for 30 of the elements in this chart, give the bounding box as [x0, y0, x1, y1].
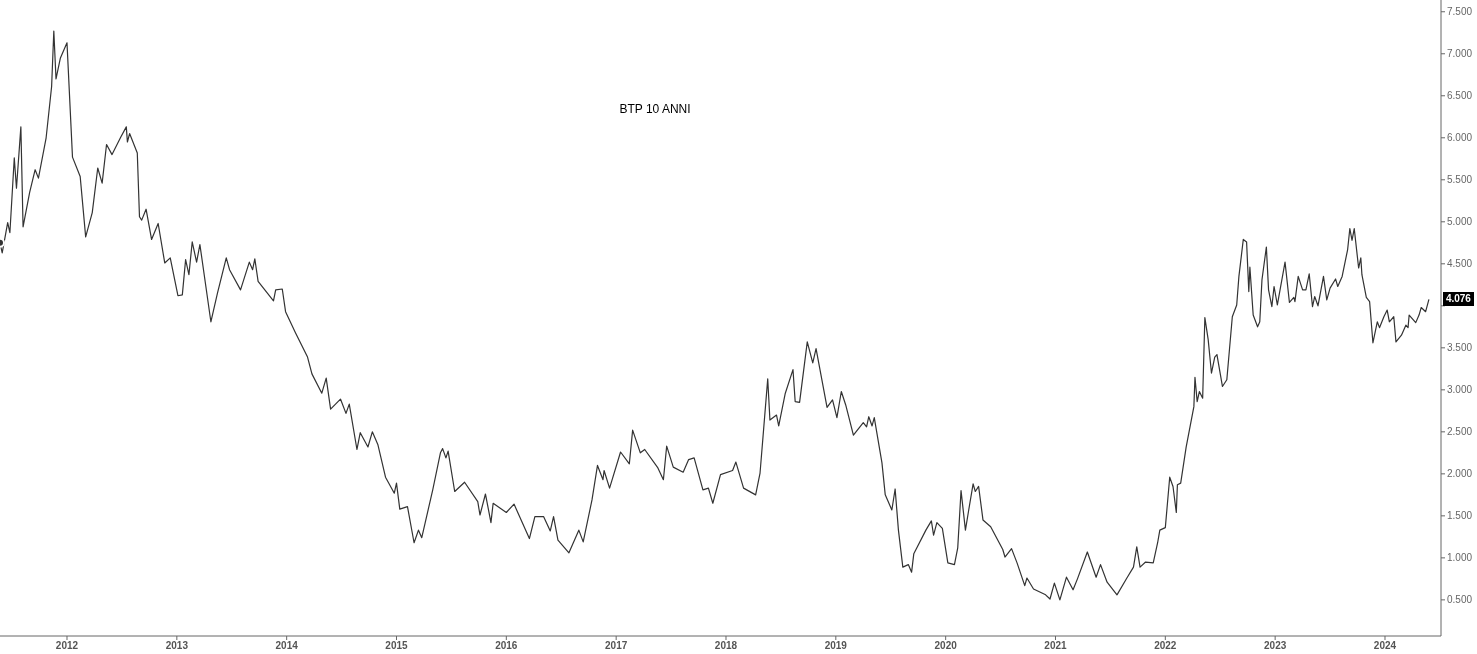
y-tick-label: 5.500	[1447, 174, 1473, 186]
y-tick-label: 7.500	[1447, 6, 1473, 18]
y-tick-label: 1.000	[1447, 552, 1473, 564]
y-tick-label: 2.000	[1447, 468, 1473, 480]
x-tick-label: 2024	[1373, 640, 1397, 652]
x-tick-label: 2012	[55, 640, 79, 652]
x-tick-label: 2013	[165, 640, 189, 652]
y-tick-label: 3.000	[1447, 384, 1473, 396]
y-tick-label: 1.500	[1447, 510, 1473, 522]
y-tick-label: 4.500	[1447, 258, 1473, 270]
line-series	[0, 30, 1430, 601]
text: BTP 10 ANNI	[618, 102, 692, 116]
x-tick-label: 2017	[605, 640, 628, 652]
y-tick-label: 0.500	[1447, 594, 1473, 606]
x-tick-label: 2021	[1044, 640, 1068, 652]
y-tick-label: 6.000	[1447, 132, 1473, 144]
x-tick-label: 2016	[495, 640, 518, 652]
annotation: 4.076	[1442, 292, 1474, 307]
y-tick-label: 7.000	[1447, 48, 1473, 60]
x-tick-label: 2022	[1154, 640, 1177, 652]
x-tick-label: 2015	[385, 640, 409, 652]
y-tick-label: 5.000	[1447, 216, 1473, 228]
x-tick-label: 2019	[824, 640, 848, 652]
x-tick-label: 2020	[934, 640, 958, 652]
x-tick-label: 2014	[275, 640, 299, 652]
x-tick-label: 2023	[1264, 640, 1287, 652]
y-tick-label: 3.500	[1447, 342, 1473, 354]
x-tick-label: 2018	[714, 640, 738, 652]
y-tick-label: 6.500	[1447, 90, 1473, 102]
y-tick-label: 2.500	[1447, 426, 1473, 438]
